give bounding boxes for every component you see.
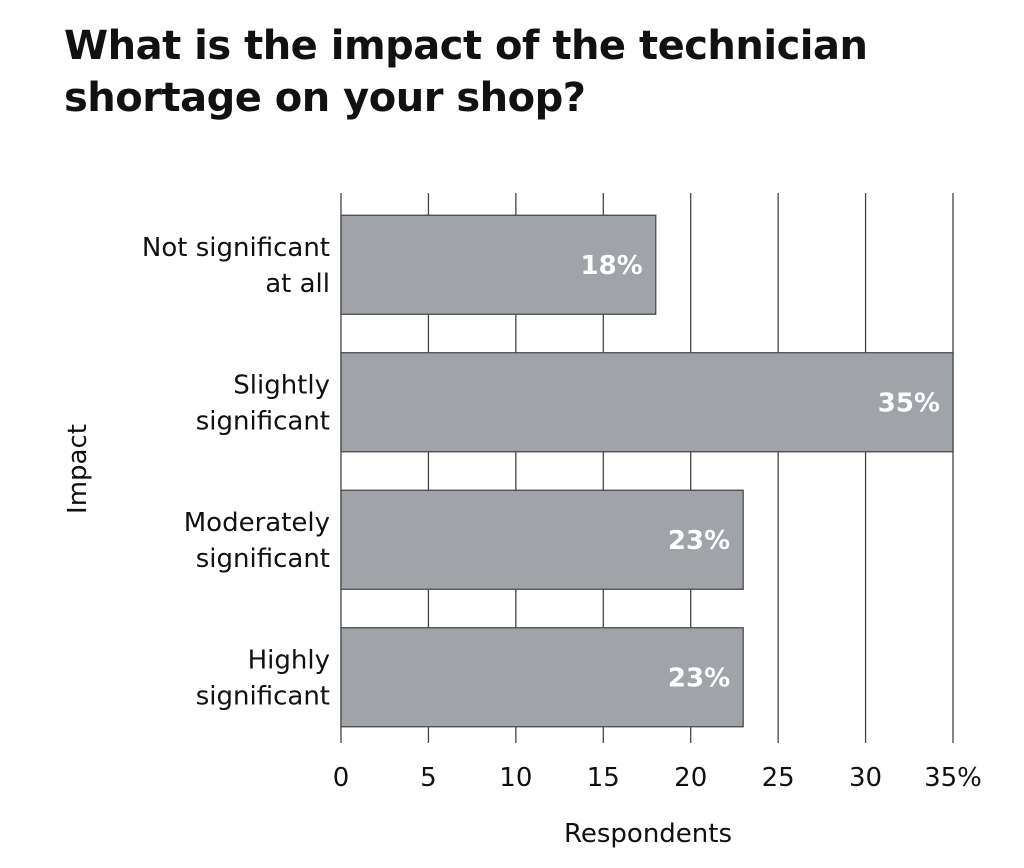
x-tick-label: 25 [762,763,795,793]
category-labels: Not significant at all Slightly significant… [142,233,330,712]
data-label: 23% [668,526,730,556]
category-label: Not significant [142,233,330,263]
x-tick-labels: 0 5 10 15 20 25 30 35% [333,763,982,793]
category-label: Highly [248,645,330,675]
bars: 18% 35% 23% 23% [340,214,954,728]
bar [340,214,657,315]
x-tick-label: 20 [674,763,707,793]
bar [340,352,954,453]
category-label: at all [265,269,330,299]
x-tick-label: 0 [333,763,350,793]
category-label: Moderately [184,508,330,538]
data-label: 18% [581,251,643,281]
bar [340,489,744,590]
category-label: Slightly [233,370,330,400]
x-tick-label: 15 [587,763,620,793]
data-label: 23% [668,663,730,693]
category-label: significant [196,406,330,436]
x-tick-label: 5 [420,763,437,793]
x-tick-label: 35% [924,763,982,793]
category-label: significant [196,544,330,574]
data-label: 35% [878,388,940,418]
x-tick-label: 30 [849,763,882,793]
category-label: significant [196,681,330,711]
x-axis-title: Respondents [564,819,732,849]
chart-title: What is the impact of the technician sho… [64,23,868,121]
x-tick-label: 10 [499,763,532,793]
y-axis-title: Impact [63,424,93,514]
bar [340,627,744,728]
